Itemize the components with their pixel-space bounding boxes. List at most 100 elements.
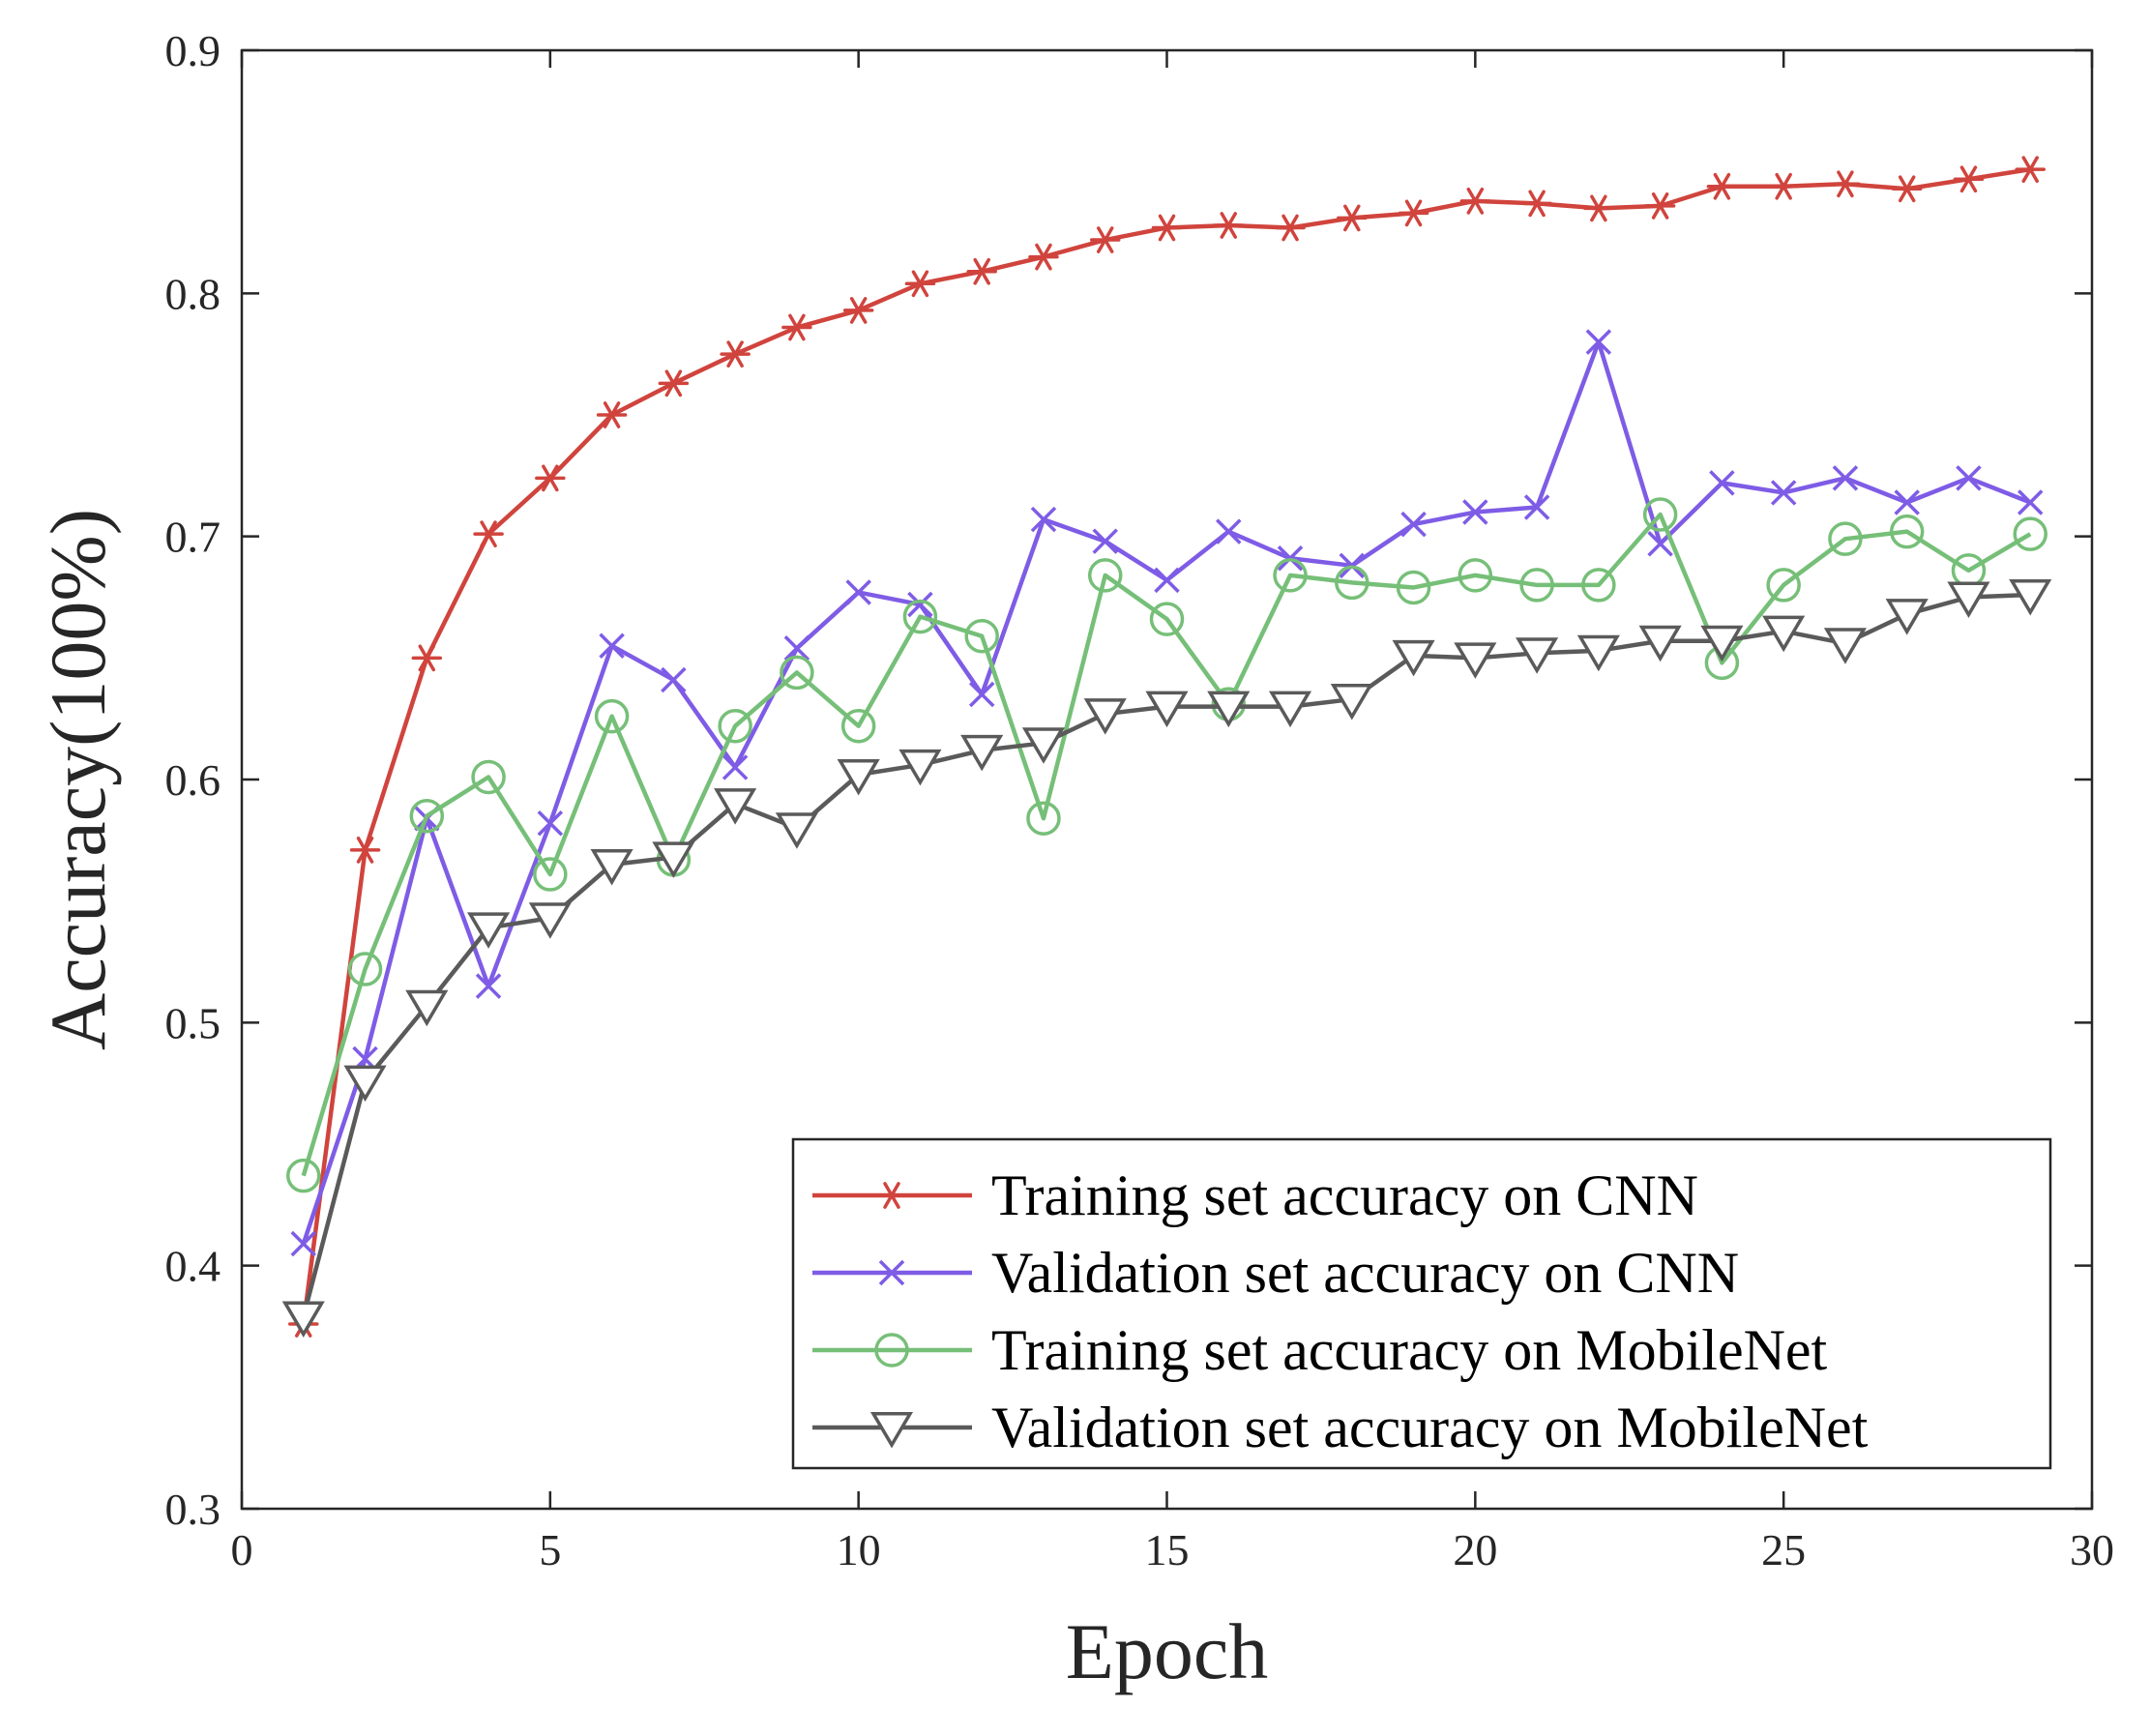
data-point xyxy=(1398,199,1429,227)
y-tick-label: 0.3 xyxy=(165,1485,221,1534)
series-layer xyxy=(281,156,2052,1338)
data-point xyxy=(964,618,999,654)
data-point xyxy=(658,369,690,397)
data-point xyxy=(837,758,880,796)
y-tick-label: 0.4 xyxy=(165,1242,221,1291)
data-point xyxy=(1768,172,1799,200)
data-point xyxy=(780,655,814,691)
data-point xyxy=(1087,558,1123,593)
data-point xyxy=(907,591,933,618)
data-point xyxy=(1213,212,1245,239)
data-point xyxy=(960,734,1004,772)
data-point xyxy=(1030,506,1057,533)
data-point xyxy=(475,973,502,999)
data-point xyxy=(720,340,751,368)
legend-entry: Validation set accuracy on CNN xyxy=(812,1241,1739,1305)
data-point xyxy=(1273,558,1308,593)
data-point xyxy=(1092,528,1118,554)
data-point xyxy=(1275,214,1306,242)
data-point xyxy=(1956,465,1982,491)
x-tick-label: 5 xyxy=(539,1525,561,1574)
series-1 xyxy=(288,156,2046,1338)
data-point xyxy=(1830,170,1861,198)
legend-label: Validation set accuracy on CNN xyxy=(991,1241,1739,1305)
data-point xyxy=(968,681,995,708)
data-point xyxy=(349,837,381,864)
y-tick-label: 0.8 xyxy=(165,269,221,318)
legend-marker xyxy=(878,1259,905,1286)
legend-marker xyxy=(874,1333,909,1368)
data-point xyxy=(1885,599,1929,635)
data-point xyxy=(1330,684,1373,721)
x-tick-label: 20 xyxy=(1453,1525,1497,1574)
data-point xyxy=(1706,172,1738,200)
data-point xyxy=(1154,567,1180,594)
data-point xyxy=(2013,516,2047,551)
data-point xyxy=(1216,518,1242,544)
data-point xyxy=(1519,568,1554,603)
data-point xyxy=(599,633,625,660)
data-point xyxy=(590,848,633,886)
axis-tick-labels: 0 5 10 15 20 25 30 0.3 0.4 0.5 0.6 0.7 0.8 0.9 xyxy=(165,26,2115,1574)
data-point xyxy=(411,644,443,672)
data-point xyxy=(1585,329,1612,355)
data-point xyxy=(1392,639,1435,677)
legend-label: Validation set accuracy on MobileNet xyxy=(991,1396,1869,1459)
x-axis-title: Epoch xyxy=(1066,1607,1268,1695)
data-point xyxy=(1700,625,1744,662)
data-point xyxy=(898,749,942,786)
legend-marker xyxy=(869,1412,914,1449)
data-point xyxy=(528,902,572,939)
data-point xyxy=(347,952,383,986)
data-point xyxy=(840,708,876,744)
data-point xyxy=(1458,558,1493,593)
data-point xyxy=(1149,602,1185,636)
data-point xyxy=(286,1158,321,1193)
data-point xyxy=(343,1065,387,1103)
data-point xyxy=(405,989,449,1027)
legend-marker xyxy=(876,1182,907,1209)
data-point xyxy=(533,857,568,892)
legend-entry: Training set accuracy on CNN xyxy=(812,1163,1698,1227)
data-point xyxy=(1644,191,1676,220)
data-point xyxy=(1028,243,1059,271)
data-point xyxy=(1823,628,1867,664)
data-point xyxy=(1583,194,1614,222)
data-point xyxy=(661,666,687,693)
x-tick-label: 30 xyxy=(2070,1525,2114,1574)
legend-box xyxy=(791,1137,2052,1470)
data-point xyxy=(290,1230,317,1257)
data-point xyxy=(2009,578,2052,616)
y-tick-label: 0.9 xyxy=(165,26,221,75)
data-point xyxy=(904,270,936,298)
data-point xyxy=(467,912,511,949)
data-point xyxy=(1335,565,1370,601)
data-point xyxy=(842,297,874,324)
x-tick-label: 10 xyxy=(837,1525,881,1574)
x-tick-label: 0 xyxy=(231,1525,253,1574)
legend-entry: Validation set accuracy on MobileNet xyxy=(812,1396,1869,1459)
data-point xyxy=(1947,581,1990,619)
data-point xyxy=(1576,634,1620,672)
data-point xyxy=(722,754,749,780)
data-point xyxy=(1337,204,1368,232)
x-tick-label: 15 xyxy=(1145,1525,1190,1574)
data-point xyxy=(1770,480,1797,506)
data-point xyxy=(1832,465,1859,491)
data-point xyxy=(1400,511,1427,538)
data-point xyxy=(845,579,871,605)
legend-label: Training set accuracy on MobileNet xyxy=(991,1318,1828,1382)
data-point xyxy=(781,313,812,341)
data-point xyxy=(1268,691,1312,728)
axis-ticks xyxy=(240,48,2094,1511)
data-point xyxy=(775,812,818,849)
data-point xyxy=(409,798,445,834)
legend-label: Training set accuracy on CNN xyxy=(991,1163,1698,1227)
data-point xyxy=(1523,494,1550,520)
data-point xyxy=(783,635,810,662)
data-point xyxy=(1638,625,1682,662)
y-tick-label: 0.6 xyxy=(165,755,221,805)
y-axis-title: Accuracy(100%) xyxy=(34,509,122,1050)
